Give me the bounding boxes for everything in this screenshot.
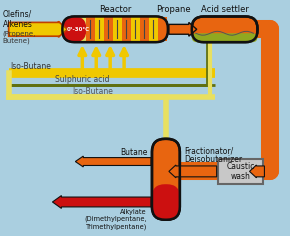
- Bar: [131, 17, 140, 41]
- Bar: [149, 17, 158, 41]
- Text: Sulphuric acid: Sulphuric acid: [55, 75, 110, 84]
- Text: (Propene,
Butene): (Propene, Butene): [3, 30, 36, 44]
- Text: 0°-30°C: 0°-30°C: [66, 27, 90, 32]
- Text: Alkylate
(Dimethylpentane,
Trimethylpentane): Alkylate (Dimethylpentane, Trimethylpent…: [84, 209, 147, 230]
- Bar: [140, 17, 149, 41]
- Bar: [158, 17, 167, 41]
- FancyBboxPatch shape: [192, 17, 258, 42]
- FancyArrow shape: [52, 196, 151, 208]
- FancyArrow shape: [249, 165, 264, 178]
- FancyArrow shape: [169, 22, 197, 36]
- Text: Propane: Propane: [157, 4, 191, 13]
- Bar: [104, 17, 113, 41]
- FancyArrow shape: [169, 165, 217, 178]
- Bar: [113, 17, 122, 41]
- FancyBboxPatch shape: [62, 17, 86, 42]
- FancyBboxPatch shape: [62, 17, 168, 42]
- Text: Reactor: Reactor: [99, 4, 131, 13]
- Text: Iso-Butane: Iso-Butane: [11, 62, 52, 71]
- Bar: [86, 17, 95, 41]
- Text: Deisobutanizer: Deisobutanizer: [184, 155, 242, 164]
- FancyBboxPatch shape: [192, 33, 258, 42]
- FancyBboxPatch shape: [152, 184, 180, 220]
- FancyBboxPatch shape: [152, 139, 180, 220]
- Bar: [218, 159, 263, 184]
- Text: Olefins/
Alkenes: Olefins/ Alkenes: [3, 10, 32, 29]
- Text: Fractionator/: Fractionator/: [184, 147, 233, 156]
- FancyArrow shape: [9, 21, 67, 37]
- Bar: [122, 17, 131, 41]
- Text: Butane: Butane: [121, 148, 148, 157]
- Text: Acid settler: Acid settler: [201, 4, 249, 13]
- Text: Iso-Butane: Iso-Butane: [72, 87, 113, 96]
- FancyArrow shape: [75, 156, 151, 167]
- Bar: [95, 17, 104, 41]
- Text: Caustic
wash: Caustic wash: [226, 162, 255, 181]
